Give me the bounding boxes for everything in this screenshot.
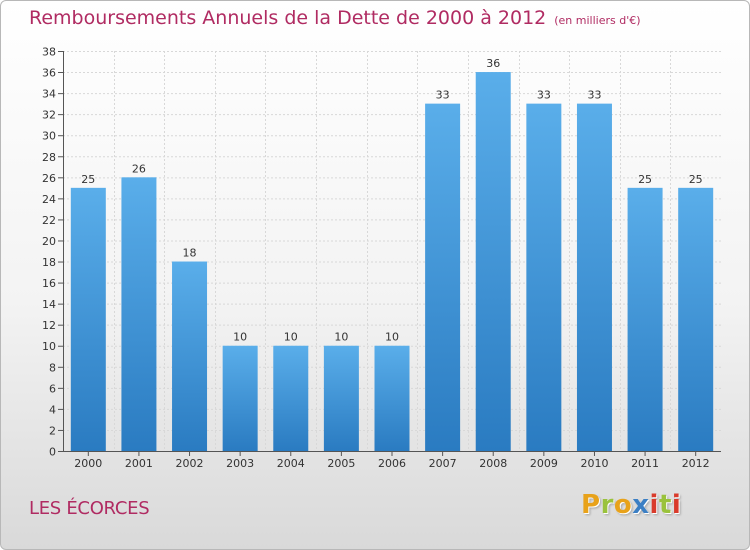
bars [70, 72, 714, 451]
bar-2010 [576, 103, 612, 451]
bar-2005 [323, 345, 359, 451]
y-tick-label: 28 [42, 151, 56, 164]
x-tick-label-2001: 2001 [125, 457, 153, 470]
y-tick-label: 16 [42, 277, 56, 290]
x-tick-label-2000: 2000 [74, 457, 102, 470]
logo-letter: o [613, 490, 633, 520]
y-tick-label: 38 [42, 46, 56, 59]
x-tick-label-2012: 2012 [682, 457, 710, 470]
data-label-2011: 25 [638, 173, 652, 186]
x-tick-label-2006: 2006 [378, 457, 406, 470]
logo-letter: P [581, 490, 601, 520]
data-label-2009: 33 [537, 89, 551, 102]
x-tick-label-2003: 2003 [226, 457, 254, 470]
bar-2008 [475, 72, 511, 451]
bar-2007 [425, 103, 461, 451]
logo-letter: i [671, 490, 682, 520]
data-label-2005: 10 [334, 331, 348, 344]
x-tick-label-2004: 2004 [277, 457, 305, 470]
y-tick-label: 26 [42, 172, 56, 185]
data-label-2004: 10 [284, 331, 298, 344]
x-tick-label-2005: 2005 [327, 457, 355, 470]
chart-title-text: Remboursements Annuels de la Dette de 20… [29, 7, 547, 29]
chart-title-unit: (en milliers d'€) [554, 14, 641, 27]
data-label-2000: 25 [81, 173, 95, 186]
bar-2003 [222, 345, 258, 451]
y-tick-label: 36 [42, 67, 56, 80]
chart-title: Remboursements Annuels de la Dette de 20… [29, 7, 641, 29]
y-tick-label: 30 [42, 130, 56, 143]
data-label-2012: 25 [689, 173, 703, 186]
y-tick-label: 6 [49, 382, 56, 395]
data-label-2008: 36 [486, 57, 500, 70]
bar-2006 [374, 345, 410, 451]
bar-2004 [273, 345, 309, 451]
y-tick-label: 4 [49, 403, 56, 416]
bar-2012 [678, 187, 714, 451]
y-tick-label: 34 [42, 88, 56, 101]
bar-2002 [172, 261, 208, 451]
bar-2009 [526, 103, 562, 451]
bar-2011 [627, 187, 663, 451]
x-tick-label-2002: 2002 [176, 457, 204, 470]
x-tick-label-2008: 2008 [479, 457, 507, 470]
data-label-2003: 10 [233, 331, 247, 344]
commune-name: LES ÉCORCES [29, 498, 150, 519]
y-tick-label: 12 [42, 319, 56, 332]
x-tick-label-2011: 2011 [631, 457, 659, 470]
y-tick-label: 0 [49, 446, 56, 459]
bar-2000 [70, 187, 106, 451]
logo-letter: i [649, 490, 659, 520]
y-tick-label: 22 [42, 214, 56, 227]
logo-letter: x [632, 490, 650, 520]
y-tick-label: 8 [49, 361, 56, 374]
y-tick-label: 14 [42, 298, 56, 311]
bar-2001 [121, 177, 157, 451]
proxiti-logo[interactable]: Proxiti [581, 490, 681, 520]
x-tick-label-2007: 2007 [429, 457, 457, 470]
y-tick-label: 18 [42, 256, 56, 269]
logo-letter: t [658, 490, 672, 520]
data-label-2002: 18 [183, 247, 197, 260]
y-tick-label: 10 [42, 340, 56, 353]
y-tick-label: 24 [42, 193, 56, 206]
data-labels: 25 26 18 10 10 10 10 33 36 33 33 25 25 [81, 57, 702, 344]
data-label-2010: 33 [587, 89, 601, 102]
x-tick-label-2009: 2009 [530, 457, 558, 470]
y-tick-label: 2 [49, 424, 56, 437]
y-tick-label: 32 [42, 109, 56, 122]
data-label-2006: 10 [385, 331, 399, 344]
data-label-2001: 26 [132, 162, 146, 175]
y-tick-label: 20 [42, 235, 56, 248]
data-label-2007: 33 [436, 89, 450, 102]
x-tick-label-2010: 2010 [580, 457, 608, 470]
logo-letter: r [600, 490, 614, 520]
